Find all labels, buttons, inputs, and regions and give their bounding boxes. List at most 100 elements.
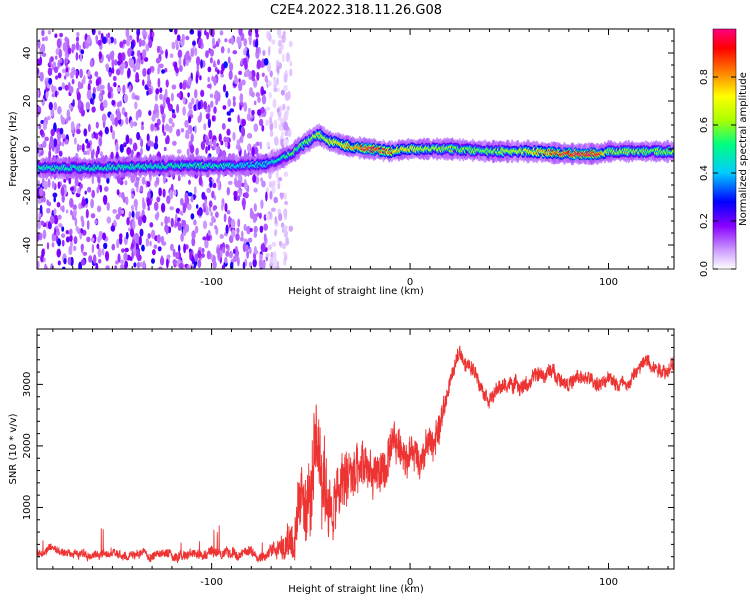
noise-speckle (186, 265, 190, 269)
noise-speckle (243, 101, 248, 112)
noise-speckle (53, 102, 58, 111)
noise-speckle (37, 260, 40, 269)
noise-speckle (168, 117, 173, 125)
noise-speckle (150, 123, 155, 132)
noise-speckle (47, 178, 51, 188)
noise-speckle (78, 144, 83, 151)
noise-speckle (169, 206, 175, 211)
noise-speckle (128, 138, 133, 145)
noise-speckle (53, 214, 59, 225)
noise-speckle (205, 113, 210, 120)
noise-speckle (159, 87, 163, 94)
noise-speckle (53, 197, 56, 203)
noise-speckle (225, 250, 230, 257)
noise-speckle (41, 248, 45, 258)
noise-speckle (119, 233, 123, 239)
noise-speckle (136, 29, 141, 37)
noise-speckle (42, 121, 48, 131)
noise-speckle (289, 68, 293, 77)
noise-speckle (227, 117, 232, 122)
noise-speckle (191, 97, 195, 105)
noise-speckle (254, 40, 259, 48)
noise-speckle (281, 130, 284, 139)
noise-speckle (174, 29, 178, 35)
noise-speckle (40, 119, 45, 125)
noise-speckle (73, 208, 77, 218)
noise-speckle (250, 69, 256, 79)
noise-speckle (203, 123, 207, 131)
noise-speckle (116, 238, 120, 249)
noise-speckle (96, 243, 100, 250)
noise-speckle (102, 232, 107, 241)
noise-speckle (194, 253, 199, 262)
noise-speckle (128, 84, 132, 93)
noise-speckle (245, 244, 249, 252)
noise-speckle (68, 245, 73, 256)
noise-speckle (55, 143, 60, 154)
noise-speckle (186, 50, 190, 57)
noise-speckle (46, 207, 51, 214)
noise-speckle (155, 108, 159, 113)
noise-speckle (61, 205, 65, 213)
noise-speckle (54, 55, 58, 60)
noise-speckle (149, 240, 152, 247)
noise-speckle (144, 31, 148, 38)
noise-speckle (39, 71, 44, 82)
noise-speckle (277, 39, 283, 48)
noise-speckle (263, 233, 267, 242)
noise-speckle (286, 105, 290, 112)
noise-speckle (238, 70, 242, 76)
noise-speckle (61, 266, 66, 269)
noise-speckle (277, 87, 280, 93)
noise-speckle (115, 213, 121, 220)
noise-speckle (284, 131, 289, 137)
noise-speckle (103, 186, 109, 192)
noise-speckle (56, 201, 61, 208)
noise-speckle (241, 127, 246, 137)
noise-speckle (226, 136, 230, 143)
noise-speckle (235, 233, 240, 241)
noise-speckle (165, 225, 169, 235)
noise-speckle (50, 128, 55, 137)
noise-speckle (47, 201, 52, 207)
noise-speckle (64, 36, 69, 43)
noise-speckle (207, 118, 212, 129)
noise-speckle (119, 143, 124, 153)
noise-speckle (203, 206, 207, 213)
noise-speckle (153, 244, 158, 249)
noise-speckle (268, 91, 272, 99)
noise-speckle (225, 224, 229, 235)
noise-speckle (246, 249, 250, 259)
noise-speckle (195, 74, 199, 84)
noise-speckle (284, 225, 288, 230)
noise-speckle (126, 146, 132, 155)
noise-speckle (241, 118, 246, 127)
noise-speckle (60, 186, 65, 197)
noise-speckle (118, 100, 123, 107)
noise-speckle (56, 228, 60, 233)
noise-speckle (241, 79, 246, 86)
noise-speckle (164, 93, 168, 99)
noise-speckle (64, 138, 69, 145)
noise-speckle (140, 125, 145, 131)
noise-speckle (44, 35, 48, 42)
noise-speckle (288, 225, 294, 232)
noise-speckle (120, 263, 125, 269)
noise-speckle (219, 30, 224, 36)
noise-speckle (158, 187, 162, 197)
noise-speckle (140, 261, 143, 268)
noise-speckle (229, 108, 235, 113)
noise-speckle (190, 195, 194, 203)
noise-speckle (139, 185, 144, 193)
noise-speckle (75, 52, 79, 61)
noise-speckle (129, 228, 135, 237)
noise-speckle (159, 93, 163, 100)
noise-speckle (172, 140, 177, 146)
noise-speckle (146, 90, 149, 96)
noise-speckle (131, 193, 135, 200)
noise-speckle (37, 220, 42, 230)
noise-speckle (166, 195, 171, 205)
noise-speckle (179, 82, 183, 90)
noise-speckle (130, 242, 134, 250)
noise-speckle (102, 99, 108, 109)
